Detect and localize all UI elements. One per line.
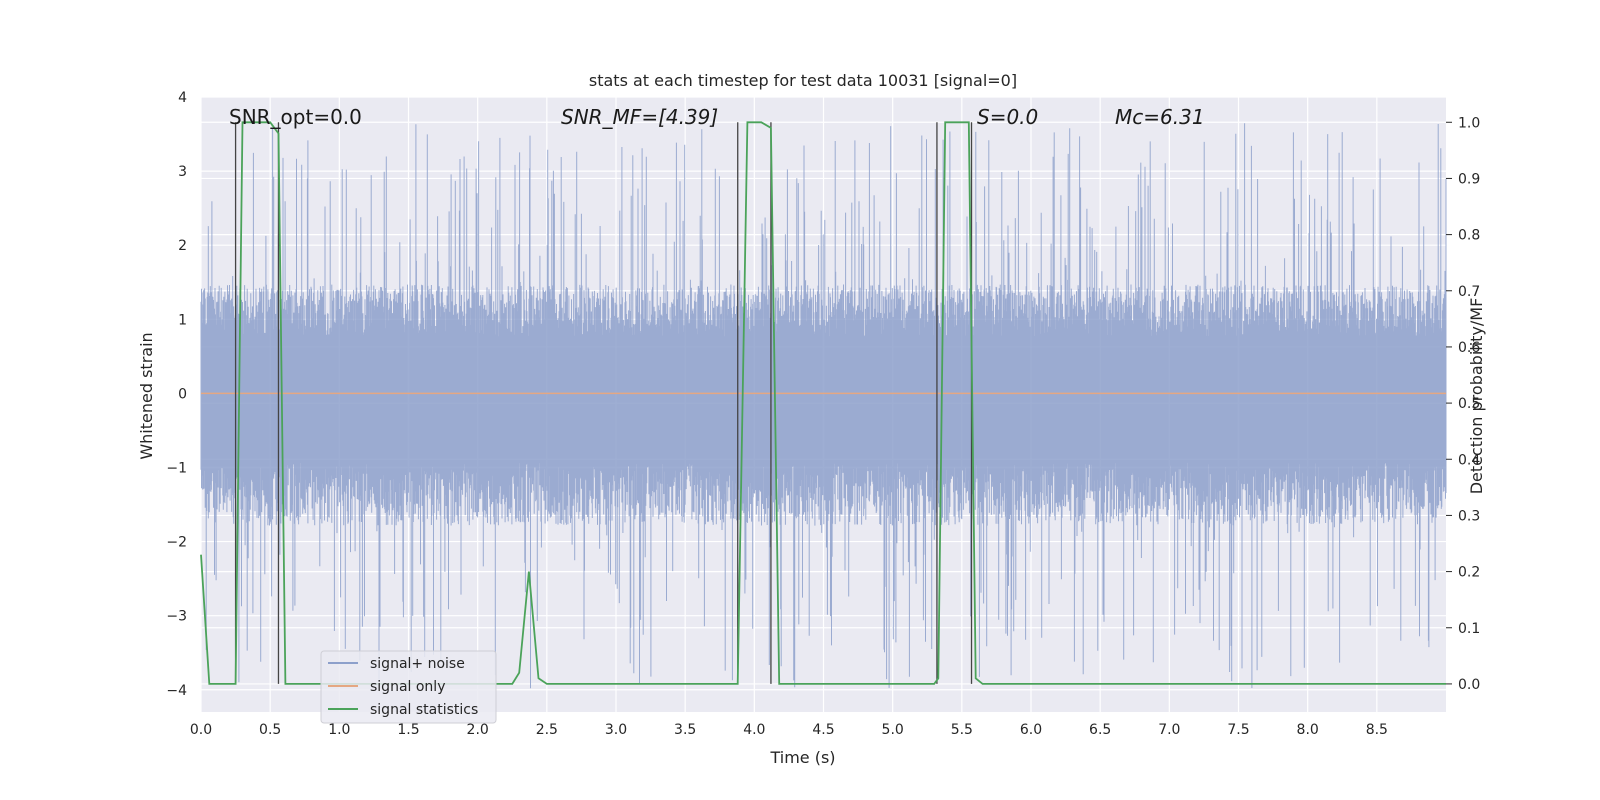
y-right-tick-label-0: 1.0: [1458, 115, 1480, 131]
legend: signal+ noise signal only signal statist…: [320, 650, 497, 724]
y-right-tick-label-1: 0.9: [1458, 171, 1480, 187]
x-tick-label-6: 3.0: [605, 722, 627, 738]
x-tick-label-15: 7.5: [1227, 722, 1249, 738]
x-tick-label-0: 0.0: [190, 722, 212, 738]
y-left-tick-label-2: 2: [178, 238, 187, 254]
y-right-tick-label-3: 0.7: [1458, 284, 1480, 300]
x-tick-label-17: 8.5: [1366, 722, 1388, 738]
x-axis-ticks: 0.0 0.5 1.0 1.5 2.0 2.5 3.0 3.5 4.0 4.5 5.0 5.5 6.0 6…: [190, 722, 1388, 738]
y-left-tick-label-1: 3: [178, 164, 187, 180]
series-signal-noise: [200, 123, 1447, 689]
legend-box: [320, 650, 497, 724]
y-right-tick-label-5: 0.5: [1458, 396, 1480, 412]
noise-trace: [200, 123, 1447, 689]
x-tick-label-11: 5.5: [951, 722, 973, 738]
y-axis-left-label: Whitened strain: [137, 332, 156, 459]
x-tick-label-8: 4.0: [743, 722, 765, 738]
legend-label-signal-noise: signal+ noise: [370, 656, 465, 672]
x-tick-label-14: 7.0: [1158, 722, 1180, 738]
legend-label-signal-only: signal only: [370, 679, 445, 695]
y-right-tick-label-10: 0.0: [1458, 677, 1480, 693]
x-tick-label-7: 3.5: [674, 722, 696, 738]
x-tick-label-4: 2.0: [467, 722, 489, 738]
x-tick-label-2: 1.0: [328, 722, 350, 738]
x-tick-label-5: 2.5: [536, 722, 558, 738]
y-left-tick-label-0: 4: [178, 90, 187, 106]
y-right-tick-label-9: 0.1: [1458, 621, 1480, 637]
y-right-tick-label-4: 0.6: [1458, 340, 1480, 356]
y-axis-right-ticks: 1.0 0.9 0.8 0.7 0.6 0.5 0.4 0.3 0.2 0.1 0.0: [1446, 115, 1480, 693]
x-tick-label-9: 4.5: [812, 722, 834, 738]
y-axis-right-label: Detection probability/MF: [1467, 298, 1486, 495]
y-left-tick-label-4: 0: [178, 386, 187, 402]
x-tick-label-3: 1.5: [397, 722, 419, 738]
x-tick-label-16: 8.0: [1297, 722, 1319, 738]
signal-statistics-line: [200, 121, 1446, 685]
annotation-snr-mf: SNR_MF=[4.39]: [561, 105, 718, 129]
x-tick-label-1: 0.5: [259, 722, 281, 738]
y-right-tick-label-7: 0.3: [1458, 508, 1480, 524]
x-tick-label-10: 5.0: [882, 722, 904, 738]
series-signal-statistics: [200, 121, 1446, 685]
y-left-tick-label-5: −1: [166, 460, 187, 476]
y-left-tick-label-6: −2: [166, 535, 187, 551]
annotation-snr-opt: SNR_opt=0.0: [229, 105, 362, 129]
y-right-tick-label-2: 0.8: [1458, 228, 1480, 244]
y-right-tick-label-6: 0.4: [1458, 452, 1480, 468]
legend-label-signal-statistics: signal statistics: [370, 702, 478, 718]
x-tick-label-13: 6.5: [1089, 722, 1111, 738]
y-axis-left-ticks: 4 3 2 1 0 −1 −2 −3 −4: [166, 90, 187, 699]
x-tick-label-12: 6.0: [1020, 722, 1042, 738]
y-right-tick-label-8: 0.2: [1458, 565, 1480, 581]
chart-title: stats at each timestep for test data 100…: [589, 71, 1017, 90]
y-left-tick-label-7: −3: [166, 609, 187, 625]
x-axis-label: Time (s): [769, 748, 835, 767]
annotation-s: S=0.0: [977, 105, 1038, 129]
y-left-tick-label-8: −4: [166, 683, 187, 699]
annotation-mc: Mc=6.31: [1115, 105, 1205, 129]
y-left-tick-label-3: 1: [178, 312, 187, 328]
